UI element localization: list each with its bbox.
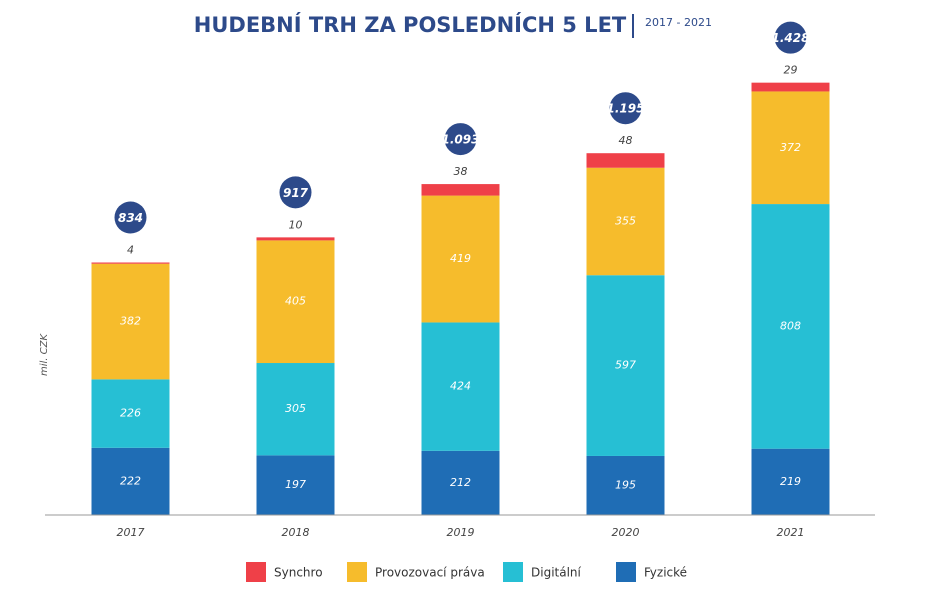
total-label: 834 — [118, 211, 143, 225]
bar-segment — [256, 363, 335, 456]
legend-swatch — [503, 562, 523, 582]
data-label: 197 — [285, 478, 306, 491]
legend-label: Synchro — [274, 566, 323, 580]
total-label: 1.428 — [772, 31, 810, 45]
bar-segment — [751, 91, 830, 205]
legend-label: Provozovací práva — [375, 566, 485, 580]
legend-label: Fyzické — [644, 566, 687, 580]
total-label: 917 — [283, 186, 309, 200]
data-label: 597 — [615, 359, 636, 372]
bar-segment — [586, 167, 665, 276]
total-label: 1.093 — [442, 133, 480, 147]
data-label: 4 — [127, 243, 134, 256]
bar-segment — [586, 153, 665, 168]
data-label: 382 — [120, 315, 141, 328]
x-tick-label: 2019 — [447, 526, 475, 539]
bar-segment — [91, 447, 170, 515]
bar-segment — [586, 455, 665, 515]
bar-segment — [256, 240, 335, 364]
total-label: 1.195 — [607, 102, 645, 116]
data-label: 219 — [780, 475, 801, 488]
legend-swatch — [246, 562, 266, 582]
legend-swatch — [347, 562, 367, 582]
data-label: 355 — [615, 214, 636, 227]
bar-segment — [256, 237, 335, 241]
data-label: 195 — [615, 478, 636, 491]
data-label: 226 — [120, 407, 141, 420]
data-label: 419 — [450, 252, 471, 265]
data-label: 38 — [454, 165, 468, 178]
legend-swatch — [616, 562, 636, 582]
data-label: 29 — [784, 64, 798, 77]
data-label: 372 — [780, 141, 801, 154]
bar-segment — [256, 455, 335, 515]
data-label: 222 — [120, 474, 141, 487]
bar-segment — [751, 448, 830, 515]
data-label: 212 — [450, 476, 471, 489]
bar-segment — [421, 450, 500, 515]
total-badge — [114, 201, 147, 234]
total-badge — [774, 21, 807, 54]
y-axis-label: mil. CZK — [39, 333, 50, 376]
x-tick-label: 2020 — [612, 526, 640, 539]
legend-label: Digitální — [531, 566, 582, 580]
bar-segment — [91, 379, 170, 448]
data-label: 424 — [450, 380, 471, 393]
total-badge — [609, 92, 642, 125]
bar-segment — [586, 275, 665, 456]
x-tick-label: 2021 — [777, 526, 805, 539]
data-label: 48 — [619, 134, 633, 147]
data-label: 10 — [289, 218, 303, 231]
data-label: 405 — [285, 295, 306, 308]
data-label: 808 — [780, 319, 801, 332]
bar-segment — [421, 184, 500, 196]
x-tick-label: 2017 — [117, 526, 145, 539]
bar-segment — [91, 262, 170, 264]
bar-segment — [91, 263, 170, 380]
bar-segment — [751, 82, 830, 92]
bar-segment — [421, 322, 500, 451]
total-badge — [279, 176, 312, 209]
chart-subtitle: 2017 - 2021 — [645, 16, 712, 29]
data-label: 305 — [285, 402, 306, 415]
bar-segment — [421, 195, 500, 323]
x-tick-label: 2018 — [282, 526, 310, 539]
bar-segment — [751, 204, 830, 449]
total-badge — [444, 123, 477, 156]
chart-title: HUDEBNÍ TRH ZA POSLEDNÍCH 5 LET — [194, 12, 627, 37]
